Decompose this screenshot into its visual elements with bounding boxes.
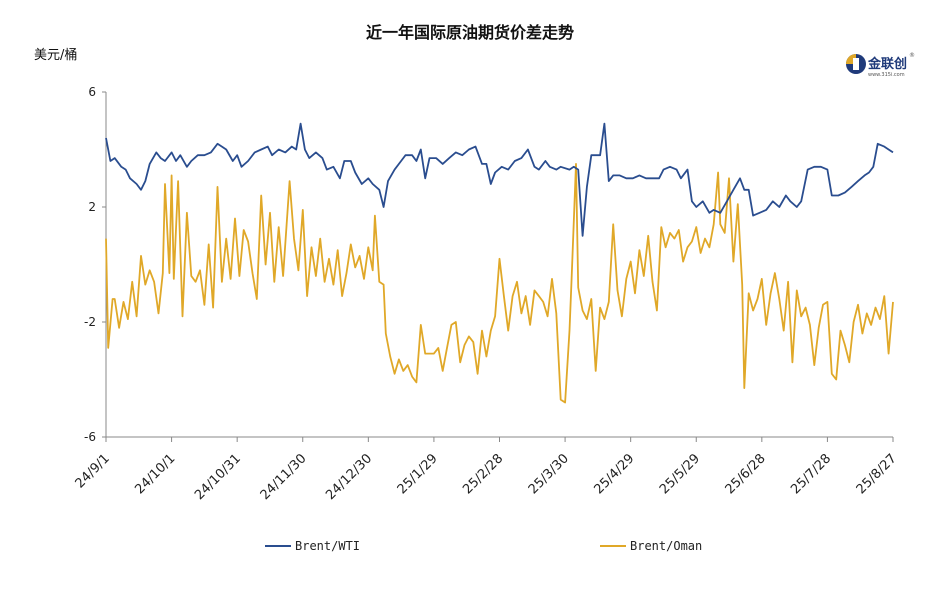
- x-tick-label: 25/7/28: [788, 451, 834, 497]
- logo-sub: www.315i.com: [868, 72, 905, 78]
- series-line-brent-wti: [105, 122, 894, 237]
- series-layer: [105, 122, 894, 404]
- x-tick-label: 25/6/28: [723, 451, 769, 497]
- x-tick-label: 25/3/30: [526, 451, 572, 497]
- x-tick-label: 24/12/30: [323, 451, 375, 503]
- unit-label: 美元/桶: [34, 48, 77, 63]
- y-tick-label: 6: [88, 85, 96, 99]
- axes: -6 -2 2 6 24/9/1 24/10/1 24/10/31 24/11/30 24/12…: [73, 85, 900, 503]
- x-tick-label: 25/2/28: [460, 451, 506, 497]
- chart-title: 近一年国际原油期货价差走势: [366, 23, 574, 42]
- x-tick-label: 24/11/30: [258, 451, 310, 503]
- series-line-brent-oman: [105, 162, 894, 404]
- x-tick-label: 25/5/29: [657, 451, 703, 497]
- legend-label: Brent/Oman: [630, 539, 702, 553]
- logo: 金联创 ® www.315i.com: [846, 52, 915, 78]
- legend-label: Brent/WTI: [295, 539, 360, 553]
- y-tick-label: -2: [84, 315, 96, 329]
- logo-registered: ®: [909, 52, 915, 59]
- x-tick-label: 25/1/29: [395, 451, 441, 497]
- logo-mark-icon: [853, 58, 859, 70]
- y-tick-label: -6: [84, 430, 96, 444]
- logo-text: 金联创: [867, 56, 907, 72]
- x-tick-label: 24/9/1: [73, 451, 113, 491]
- x-tick-label: 25/8/27: [854, 451, 900, 497]
- x-tick-label: 24/10/1: [132, 451, 178, 497]
- x-tick-label: 24/10/31: [192, 451, 244, 503]
- legend: Brent/WTI Brent/Oman: [265, 539, 702, 553]
- x-tick-label: 25/4/29: [591, 451, 637, 497]
- y-tick-label: 2: [88, 200, 96, 214]
